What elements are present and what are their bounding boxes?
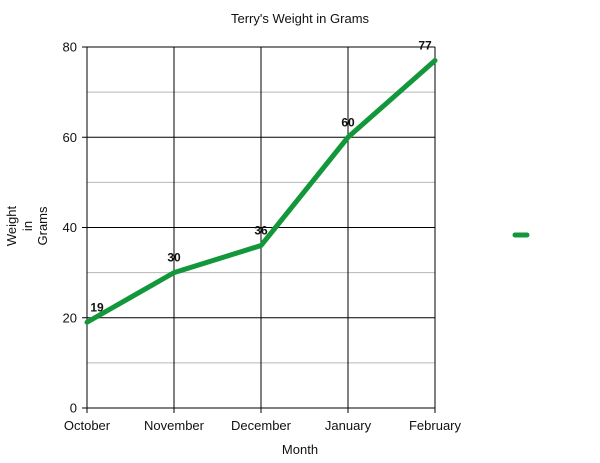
x-tick-label-3: January <box>325 418 372 433</box>
y-tick-label-1: 20 <box>63 310 77 325</box>
x-tick-label-0: October <box>64 418 111 433</box>
y-axis-title-group: Weight in Grams <box>4 206 50 247</box>
y-axis-title-line-0: Weight <box>4 206 19 247</box>
chart-title: Terry's Weight in Grams <box>231 11 370 26</box>
y-tick-label-2: 40 <box>63 220 77 235</box>
x-tick-label-1: November <box>144 418 205 433</box>
y-axis-title-line-1: in <box>20 221 35 231</box>
series-line <box>84 58 438 325</box>
data-label-2: 36 <box>254 224 268 238</box>
data-label-1: 30 <box>167 251 181 265</box>
x-tick-label-4: February <box>409 418 462 433</box>
y-tick-label-4: 80 <box>63 40 77 55</box>
x-axis-title: Month <box>282 442 318 457</box>
data-label-3: 60 <box>341 115 355 129</box>
data-label-layer: 19 30 36 60 77 <box>90 39 432 315</box>
x-axis-ticks: October November December January February <box>64 408 462 433</box>
data-label-4: 77 <box>418 39 432 53</box>
y-axis-title-line-2: Grams <box>35 206 50 246</box>
y-tick-label-3: 60 <box>63 130 77 145</box>
y-tick-label-0: 0 <box>70 401 77 416</box>
y-axis-ticks: 0 20 40 60 80 <box>63 40 87 416</box>
x-tick-label-2: December <box>231 418 292 433</box>
data-label-0: 19 <box>90 300 104 314</box>
series-layer <box>84 58 438 325</box>
